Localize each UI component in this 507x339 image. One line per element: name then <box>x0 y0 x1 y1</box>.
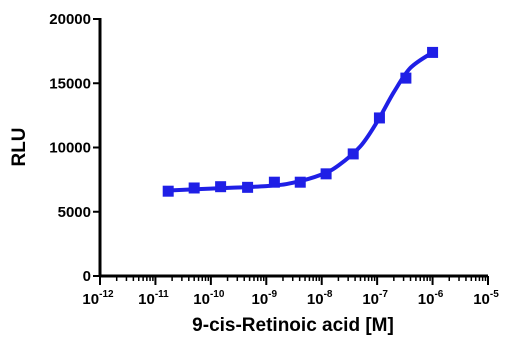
x-tick-label: 10-9 <box>251 289 277 308</box>
fit-curve <box>166 50 435 193</box>
data-point <box>268 176 280 188</box>
y-tick-label: 15000 <box>49 75 91 92</box>
data-point <box>320 168 332 180</box>
data-point <box>294 176 306 188</box>
x-tick-label: 10-12 <box>82 289 114 308</box>
y-axis: 0 5000 10000 15000 20000 <box>49 11 102 285</box>
plot-area <box>162 46 439 197</box>
y-axis-title: RLU <box>9 127 30 166</box>
x-tick-label: 10-6 <box>418 289 444 308</box>
data-point <box>188 182 200 194</box>
data-point <box>242 181 254 193</box>
data-point <box>400 72 412 84</box>
y-tick-label: 10000 <box>49 140 91 157</box>
y-tick-label: 0 <box>83 268 91 285</box>
x-tick-label: 10-7 <box>362 289 388 308</box>
data-point <box>427 46 439 58</box>
x-tick-label: 10-5 <box>473 289 499 308</box>
y-tick-label: 20000 <box>49 11 91 28</box>
x-axis: 10-12 10-11 10-10 10-9 10-8 10-7 10-6 10-5 <box>82 274 499 308</box>
data-point <box>347 148 359 160</box>
data-point <box>373 112 385 124</box>
x-tick-label: 10-11 <box>138 289 169 308</box>
x-axis-title: 9-cis-Retinoic acid [M] <box>192 315 394 336</box>
data-point <box>162 185 174 197</box>
data-point <box>215 181 227 193</box>
x-tick-label: 10-8 <box>307 289 333 308</box>
x-tick-label: 10-10 <box>193 289 225 308</box>
y-tick-label: 5000 <box>58 204 91 221</box>
